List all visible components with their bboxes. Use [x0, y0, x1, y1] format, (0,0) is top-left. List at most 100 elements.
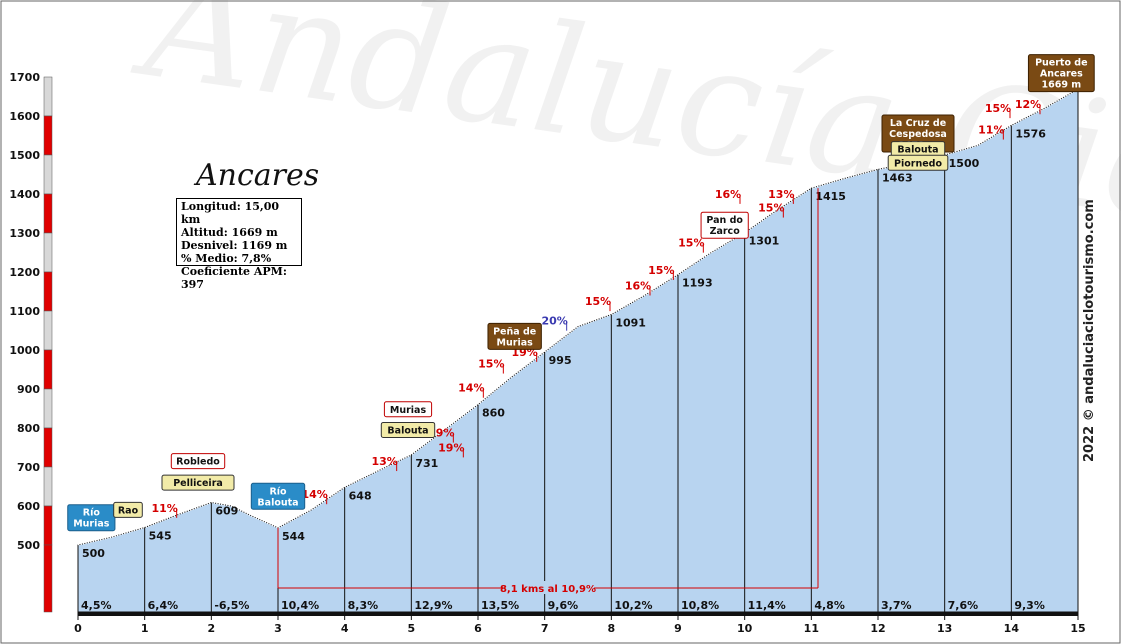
- km-altitude-label: 1193: [682, 277, 713, 290]
- km-gradient-label: 10,8%: [681, 599, 719, 612]
- km-gradient-label: 10,2%: [614, 599, 652, 612]
- place-label-box: [383, 401, 433, 418]
- y-axis-band: [43, 154, 53, 195]
- y-tick-label: 1300: [9, 227, 40, 240]
- y-tick-label: 1400: [9, 188, 40, 201]
- max-gradient-label: 15%: [985, 102, 1011, 115]
- place-label-text: La Cruz de: [890, 118, 946, 129]
- km-altitude-label: 860: [482, 407, 505, 420]
- km-gradient-label: 9,6%: [548, 599, 579, 612]
- y-axis-band: [43, 310, 53, 351]
- place-label-text: Murias: [390, 405, 427, 416]
- x-tick-label: 7: [541, 622, 549, 635]
- max-gradient-label: 13%: [371, 455, 397, 468]
- km-altitude-label: 609: [215, 504, 238, 517]
- x-tick-label: 13: [937, 622, 952, 635]
- x-tick-label: 4: [341, 622, 349, 635]
- place-label-text: Pan do: [706, 215, 743, 226]
- y-axis-band: [43, 193, 53, 234]
- place-label-box: [113, 501, 143, 518]
- credit-text: 2022 © andaluciaciclotourismo.com: [1082, 199, 1097, 462]
- x-tick-label: 15: [1070, 622, 1085, 635]
- place-label-text: Piornedo: [894, 158, 942, 169]
- y-tick-label: 600: [17, 500, 40, 513]
- max-gradient-label: 15%: [585, 295, 611, 308]
- max-gradient-label: 12%: [1015, 98, 1041, 111]
- km-gradient-label: 4,5%: [81, 599, 112, 612]
- km-altitude-label: 648: [349, 489, 372, 502]
- stat-length: Longitud: 15,00 km: [181, 200, 280, 226]
- place-label-box: [1027, 54, 1095, 93]
- place-label-box: [380, 421, 436, 438]
- place-label-text: Ancares: [1040, 69, 1083, 80]
- place-label-text: Murias: [73, 519, 110, 530]
- km-gradient-label: 7,6%: [948, 599, 979, 612]
- stats-box: Longitud: 15,00 km Altitud: 1669 m Desni…: [176, 198, 302, 291]
- y-tick-label: 800: [17, 422, 40, 435]
- max-gradient-label: 15%: [678, 237, 704, 250]
- km-altitude-label: 1301: [749, 235, 780, 248]
- place-label-box: [887, 154, 949, 171]
- place-label-text: Murias: [497, 337, 534, 348]
- max-gradient-label: 15%: [758, 202, 784, 215]
- max-gradient-label: 11%: [151, 502, 177, 515]
- km-gradient-label: 8,3%: [348, 599, 379, 612]
- y-axis-band: [43, 115, 53, 156]
- y-axis-band: [43, 349, 53, 390]
- x-tick-label: 14: [1004, 622, 1020, 635]
- km-altitude-label: 1415: [815, 190, 846, 203]
- y-tick-label: 1100: [9, 305, 40, 318]
- x-tick-label: 10: [737, 622, 753, 635]
- stat-apm-coefficient: Coeficiente APM: 397: [181, 265, 287, 291]
- km-altitude-label: 731: [415, 457, 438, 470]
- max-gradient-label: 16%: [625, 280, 651, 293]
- max-gradient-label: 14%: [458, 382, 484, 395]
- y-tick-label: 1000: [9, 344, 40, 357]
- y-axis-band: [43, 388, 53, 429]
- km-gradient-label: 9,3%: [1014, 599, 1045, 612]
- place-label-box: [161, 474, 235, 491]
- x-tick-label: 12: [870, 622, 885, 635]
- place-label-text: Robledo: [176, 457, 220, 468]
- max-gradient-label: 16%: [715, 188, 741, 201]
- chart-title: Ancares: [196, 158, 320, 193]
- km-altitude-label: 544: [282, 530, 305, 543]
- x-tick-label: 9: [674, 622, 682, 635]
- place-label-text: Zarco: [710, 226, 741, 237]
- max-gradient-label: 15%: [648, 264, 674, 277]
- y-tick-label: 1700: [9, 71, 40, 84]
- y-tick-label: 700: [17, 461, 40, 474]
- place-label-text: Balouta: [387, 425, 428, 436]
- place-label-text: Rao: [118, 505, 139, 516]
- y-tick-label: 900: [17, 383, 40, 396]
- km-gradient-label: -6,5%: [214, 599, 249, 612]
- x-tick-label: 0: [74, 622, 82, 635]
- max-gradient-label: 19%: [438, 441, 464, 454]
- profile-line: [77, 88, 1079, 546]
- x-tick-label: 11: [804, 622, 819, 635]
- x-tick-label: 1: [141, 622, 149, 635]
- max-gradient-label: 20%: [541, 315, 567, 328]
- place-label-box: [250, 482, 306, 510]
- stat-elevation-gain: Desnivel: 1169 m: [181, 239, 288, 252]
- place-label-box: [170, 453, 226, 470]
- km-altitude-label: 1463: [882, 171, 913, 184]
- y-axis-band: [43, 427, 53, 468]
- km-altitude-label: 500: [82, 547, 105, 560]
- max-gradient-label: 15%: [478, 358, 504, 371]
- y-axis-band: [43, 466, 53, 507]
- stat-average-gradient: % Medio: 7,8%: [181, 252, 272, 265]
- stat-altitude: Altitud: 1669 m: [181, 226, 278, 239]
- place-label-text: Cespedosa: [889, 129, 947, 140]
- km-gradient-label: 6,4%: [148, 599, 179, 612]
- place-label-text: Pelliceira: [173, 478, 223, 489]
- km-gradient-label: 13,5%: [481, 599, 519, 612]
- km-altitude-label: 1091: [615, 317, 646, 330]
- place-label-text: 1669 m: [1042, 80, 1082, 91]
- max-gradient-label: 11%: [978, 124, 1004, 137]
- y-tick-label: 500: [17, 539, 40, 552]
- place-label-text: Río: [83, 508, 101, 519]
- place-label-text: Balouta: [257, 497, 298, 508]
